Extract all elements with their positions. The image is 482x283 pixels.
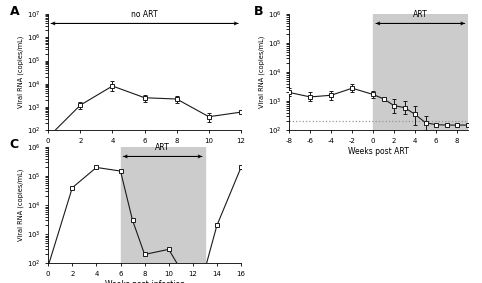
- Text: no ART: no ART: [131, 10, 158, 19]
- X-axis label: Weeks post exposure: Weeks post exposure: [104, 147, 185, 156]
- Text: C: C: [10, 138, 19, 151]
- Y-axis label: Viral RNA (copies/mL): Viral RNA (copies/mL): [258, 36, 265, 108]
- Text: A: A: [10, 5, 19, 18]
- Y-axis label: Viral RNA (copies/mL): Viral RNA (copies/mL): [17, 36, 24, 108]
- Text: ART: ART: [413, 10, 428, 19]
- X-axis label: Weeks post-infection: Weeks post-infection: [105, 280, 185, 283]
- Y-axis label: Viral RNA (copies/mL): Viral RNA (copies/mL): [17, 169, 24, 241]
- Text: ART: ART: [155, 143, 170, 152]
- Bar: [373, 14, 468, 130]
- X-axis label: Weeks post ART: Weeks post ART: [348, 147, 409, 156]
- Text: B: B: [254, 5, 263, 18]
- Bar: [120, 147, 205, 263]
